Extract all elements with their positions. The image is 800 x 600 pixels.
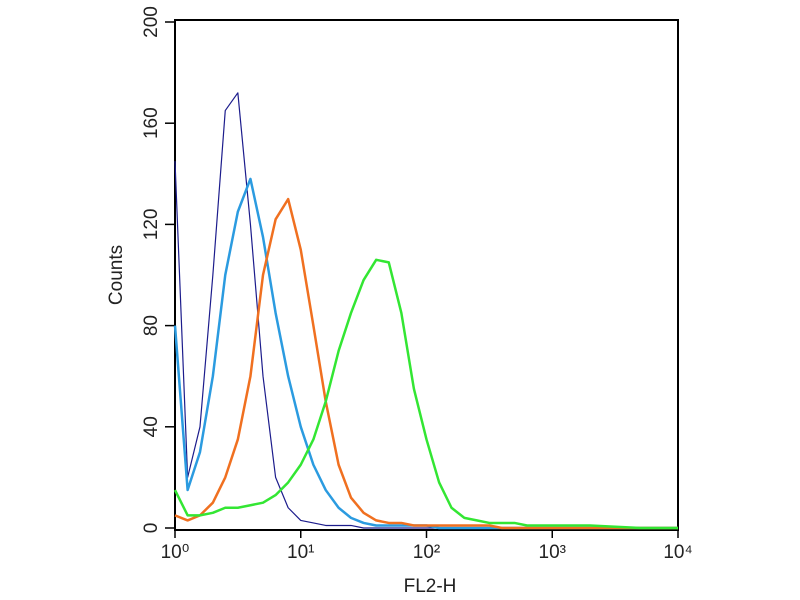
y-tick-label: 0 — [141, 523, 162, 534]
y-tick-label: 80 — [141, 315, 162, 336]
x-tick-label: 10² — [413, 542, 440, 563]
x-tick-label: 10¹ — [287, 542, 314, 563]
y-tick-label: 40 — [141, 416, 162, 437]
y-tick-label: 120 — [141, 209, 162, 241]
y-tick-label: 200 — [141, 6, 162, 38]
x-axis-label: FL2-H — [404, 576, 457, 597]
plot-frame — [174, 19, 679, 531]
y-axis-label: Counts — [106, 245, 127, 305]
y-tick-label: 160 — [141, 107, 162, 139]
histogram-line — [174, 197, 678, 530]
x-tick-label: 10⁰ — [161, 542, 190, 563]
x-tick-label: 10⁴ — [663, 542, 692, 563]
x-tick-label: 10³ — [539, 542, 566, 563]
histogram-line — [173, 258, 678, 530]
histogram-line — [174, 92, 678, 529]
